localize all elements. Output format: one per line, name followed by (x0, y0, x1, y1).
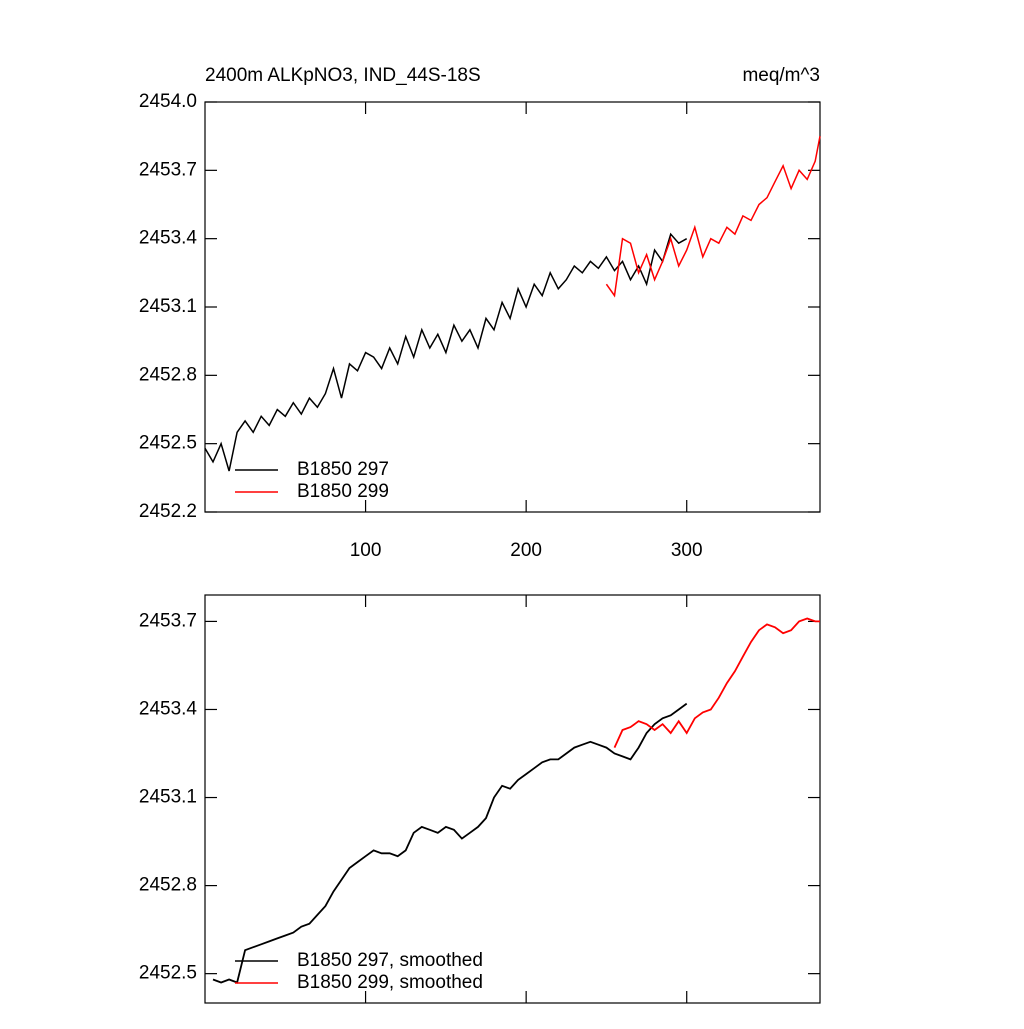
legend-label: B1850 299 (297, 481, 389, 502)
y-tick-label: 2453.7 (139, 159, 197, 180)
y-tick-label: 2453.4 (139, 228, 198, 249)
units-label: meq/m^3 (742, 65, 820, 86)
plot-frame (204, 594, 821, 1004)
series-line (613, 617, 820, 748)
y-tick-label: 2453.4 (139, 698, 198, 719)
y-tick-label: 2453.1 (139, 787, 197, 808)
series-line (605, 136, 821, 298)
legend-label: B1850 297 (297, 459, 389, 480)
series-line (204, 232, 688, 472)
y-tick-label: 2453.7 (139, 610, 197, 631)
legend-label: B1850 297, smoothed (297, 950, 483, 971)
legend-label: B1850 299, smoothed (297, 972, 483, 993)
y-tick-label: 2453.1 (139, 296, 197, 317)
series-line (212, 702, 688, 984)
y-tick-label: 2452.8 (139, 364, 197, 385)
y-tick-label: 2452.2 (139, 501, 197, 522)
x-tick-label: 100 (350, 540, 382, 561)
y-tick-label: 2454.0 (139, 91, 197, 112)
chart-title: 2400m ALKpNO3, IND_44S-18S (205, 65, 481, 86)
x-tick-label: 300 (671, 540, 703, 561)
y-tick-label: 2452.5 (139, 433, 197, 454)
y-tick-label: 2452.8 (139, 875, 197, 896)
y-tick-label: 2452.5 (139, 963, 197, 984)
x-tick-label: 200 (510, 540, 542, 561)
